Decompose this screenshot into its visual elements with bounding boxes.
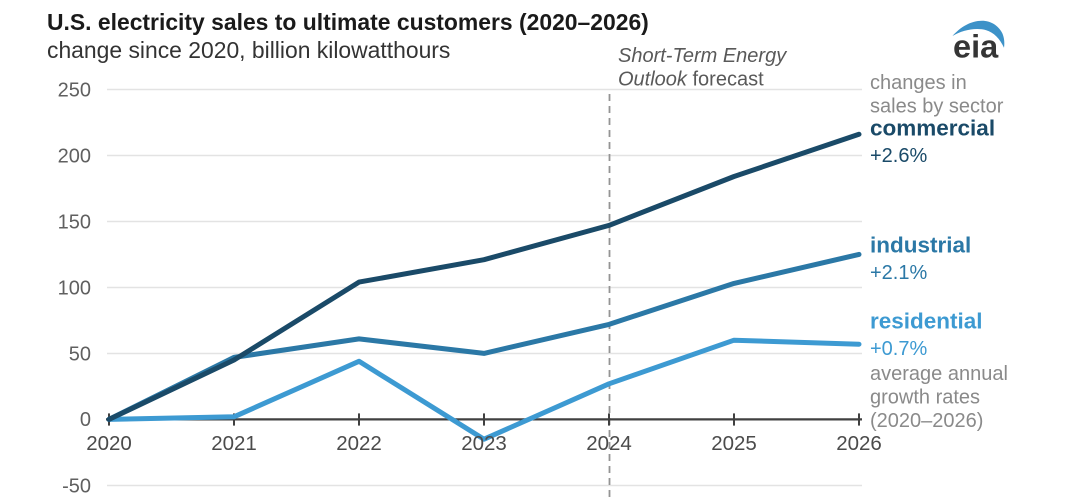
svg-text:(2020–2026): (2020–2026)	[870, 410, 983, 432]
svg-text:100: 100	[58, 278, 91, 300]
svg-text:+2.1%: +2.1%	[870, 262, 927, 284]
svg-text:eia: eia	[953, 29, 999, 65]
svg-text:2026: 2026	[836, 432, 882, 455]
svg-text:200: 200	[58, 146, 91, 168]
svg-text:0: 0	[80, 409, 91, 431]
svg-text:average annual: average annual	[870, 363, 1008, 385]
svg-text:-50: -50	[62, 476, 91, 498]
svg-text:Outlook forecast: Outlook forecast	[618, 69, 764, 91]
svg-text:+0.7%: +0.7%	[870, 338, 927, 360]
svg-text:industrial: industrial	[870, 233, 971, 258]
svg-text:growth rates: growth rates	[870, 387, 980, 409]
svg-text:2023: 2023	[461, 432, 507, 455]
svg-text:changes in: changes in	[870, 72, 967, 94]
svg-text:residential: residential	[870, 309, 983, 334]
svg-text:+2.6%: +2.6%	[870, 145, 927, 167]
svg-text:sales by sector: sales by sector	[870, 96, 1004, 118]
svg-text:2020: 2020	[86, 432, 132, 455]
svg-text:2024: 2024	[586, 432, 632, 455]
svg-text:change since 2020, billion kil: change since 2020, billion kilowatthours	[47, 37, 450, 63]
svg-text:150: 150	[58, 212, 91, 234]
svg-text:U.S. electricity sales to ulti: U.S. electricity sales to ultimate custo…	[47, 9, 649, 35]
svg-text:2025: 2025	[711, 432, 757, 455]
svg-text:50: 50	[69, 344, 91, 366]
svg-text:2022: 2022	[336, 432, 382, 455]
svg-text:2021: 2021	[211, 432, 257, 455]
svg-text:commercial: commercial	[870, 116, 995, 141]
svg-text:250: 250	[58, 80, 91, 102]
svg-text:Short-Term Energy: Short-Term Energy	[618, 45, 787, 67]
